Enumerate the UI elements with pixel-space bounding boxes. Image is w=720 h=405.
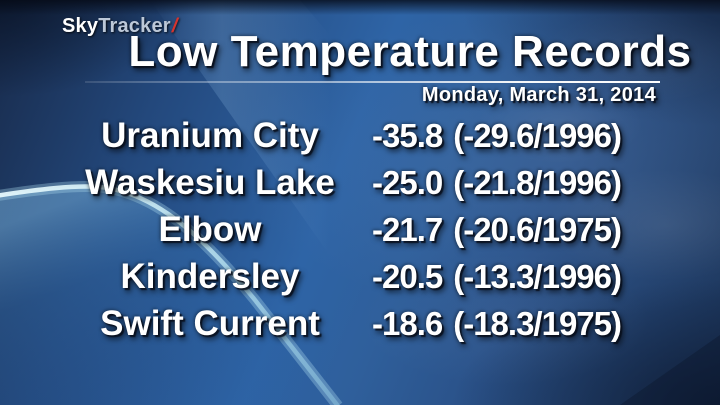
table-row: Kindersley -20.5 (-13.3/1996) (0, 253, 720, 300)
low-temp: -35.8 (372, 117, 443, 154)
low-temp: -18.6 (372, 305, 443, 342)
table-row: Elbow -21.7 (-20.6/1975) (0, 206, 720, 253)
logo-tracker-text: Tracker (98, 15, 171, 37)
city-name: Waskesiu Lake (85, 163, 335, 202)
record-detail: (-13.3/1996) (453, 258, 622, 295)
city-name: Swift Current (100, 304, 320, 343)
low-temp: -20.5 (372, 258, 443, 295)
record-detail: (-21.8/1996) (453, 164, 622, 201)
city-name: Kindersley (120, 257, 300, 296)
date-label: Monday, March 31, 2014 (421, 84, 656, 106)
low-temp: -25.0 (372, 164, 443, 201)
top-shade (0, 0, 720, 15)
city-name: Elbow (158, 210, 262, 249)
city-name: Uranium City (101, 116, 319, 155)
skytracker-logo: SkyTracker/ (62, 15, 180, 38)
table-row: Swift Current -18.6 (-18.3/1975) (0, 300, 720, 347)
table-row: Waskesiu Lake -25.0 (-21.8/1996) (0, 159, 720, 206)
table-row: Uranium City -35.8 (-29.6/1996) (0, 112, 720, 159)
temperature-value: -21.7 (-20.6/1975) (372, 206, 720, 253)
temperature-value: -35.8 (-29.6/1996) (372, 112, 720, 159)
low-temp: -21.7 (372, 211, 443, 248)
page-title: Low Temperature Records (128, 27, 692, 76)
record-detail: (-18.3/1975) (453, 305, 622, 342)
records-table: Uranium City -35.8 (-29.6/1996) Waskesiu … (0, 112, 720, 347)
logo-sky-text: Sky (62, 15, 99, 37)
title-divider (85, 81, 660, 83)
record-detail: (-20.6/1975) (453, 211, 622, 248)
record-detail: (-29.6/1996) (453, 117, 622, 154)
temperature-value: -18.6 (-18.3/1975) (372, 300, 720, 347)
temperature-value: -25.0 (-21.8/1996) (372, 159, 720, 206)
temperature-value: -20.5 (-13.3/1996) (372, 253, 720, 300)
